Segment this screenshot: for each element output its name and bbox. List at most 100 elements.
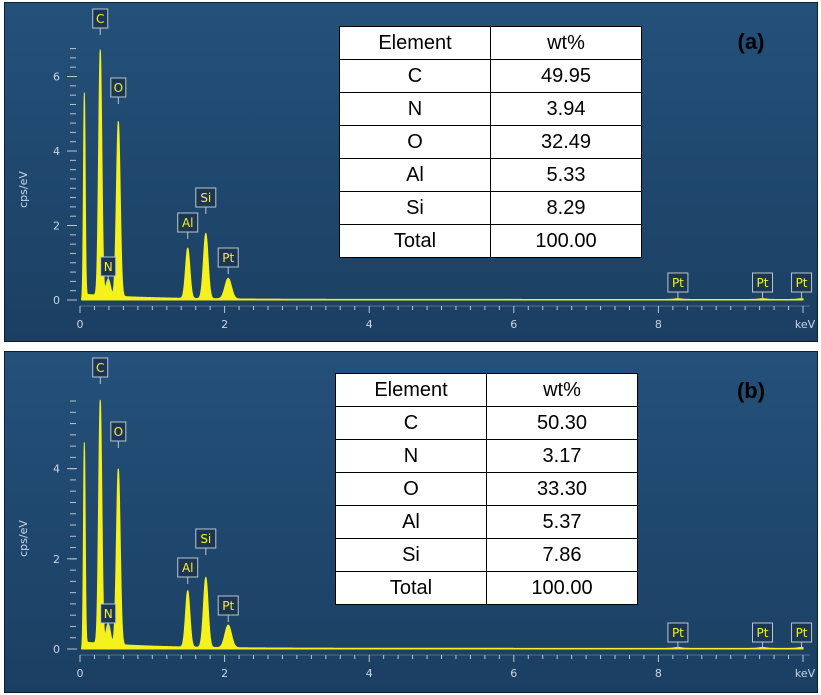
table-row: O 33.30 [335, 472, 638, 506]
spectrum-panel-b: cps/eV 0 2 4 0 2 4 6 8 keV C N O Al Si Pt Pt Pt Pt (b) Elem… [4, 351, 818, 693]
table-row: Si 7.86 [335, 538, 638, 572]
cell-total-label: Total [339, 224, 491, 258]
table-header-row: Element wt% [335, 373, 638, 407]
peak-label-text: Al [182, 216, 194, 230]
peak-label-box [667, 622, 689, 643]
spectrum-series [80, 49, 804, 301]
spectrum-panel-a: cps/eV 0 2 4 6 0 2 4 6 8 keV C N O Al Si Pt Pt Pt Pt (a) Ele… [4, 2, 818, 342]
cell-wt: 3.94 [490, 92, 642, 126]
peak-label-pt: Pt [752, 622, 774, 649]
peak-label-text: Pt [222, 251, 234, 265]
table-row: Si 8.29 [339, 191, 642, 225]
peak-label-pt: Pt [791, 622, 813, 649]
peak-label-pt: Pt [217, 247, 239, 274]
x-tick-label: 4 [366, 667, 373, 680]
peak-label-text: N [104, 607, 113, 621]
cell-wt: 5.33 [490, 158, 642, 192]
cell-wt: 32.49 [490, 125, 642, 159]
cell-element: Si [339, 191, 491, 225]
composition-table-b: Element wt% C 50.30 N 3.17 O 33.30 Al 5.… [335, 373, 638, 605]
peak-label-text: O [114, 425, 123, 439]
cell-total-value: 100.00 [490, 224, 642, 258]
cell-element: Al [335, 505, 487, 539]
peak-label-box [177, 557, 199, 578]
table-total-row: Total 100.00 [339, 224, 642, 258]
table-total-row: Total 100.00 [335, 571, 638, 605]
cell-total-label: Total [335, 571, 487, 605]
x-unit-label: keV [795, 667, 816, 680]
peak-label-box [217, 595, 239, 616]
peak-label-n: N [100, 603, 117, 630]
y-tick-label: 0 [53, 643, 60, 656]
x-tick-label: 8 [655, 667, 662, 680]
peak-label-text: Pt [222, 599, 234, 613]
composition-table-a: Element wt% C 49.95 N 3.94 O 32.49 Al 5.… [339, 26, 642, 258]
panel-tag-label: (a) [738, 29, 765, 54]
table-row: C 49.95 [339, 59, 642, 93]
peak-label-c: C [92, 8, 109, 35]
peak-label-text: Pt [672, 626, 684, 640]
peak-label-pt: Pt [667, 272, 689, 299]
peak-label-text: Pt [757, 626, 769, 640]
peak-label-text: Pt [757, 276, 769, 290]
peak-label-text: Pt [796, 626, 808, 640]
table-row: C 50.30 [335, 406, 638, 440]
cell-element: Si [335, 538, 487, 572]
cell-element: C [335, 406, 487, 440]
cell-element: O [339, 125, 491, 159]
peak-label-text: C [96, 12, 104, 26]
y-tick-label: 4 [53, 463, 60, 476]
cell-wt: 50.30 [486, 406, 638, 440]
peak-label-pt: Pt [667, 622, 689, 649]
peak-label-c: C [92, 357, 109, 384]
peak-label-pt: Pt [217, 595, 239, 622]
peak-label-o: O [110, 421, 127, 448]
peak-label-box [92, 8, 109, 29]
x-tick-label: 0 [77, 318, 84, 331]
peak-label-box [195, 528, 217, 549]
peak-label-box [791, 622, 813, 643]
table-row: N 3.17 [335, 439, 638, 473]
cell-wt: 3.17 [486, 439, 638, 473]
cell-wt: 49.95 [490, 59, 642, 93]
peak-label-box [667, 272, 689, 293]
header-wt: wt% [486, 373, 638, 407]
x-tick-label: 8 [655, 318, 662, 331]
header-wt: wt% [490, 26, 642, 60]
table-row: Al 5.37 [335, 505, 638, 539]
y-axis-label: cps/eV [17, 171, 30, 208]
peak-label-text: Si [200, 191, 211, 205]
cell-wt: 8.29 [490, 191, 642, 225]
cell-element: N [339, 92, 491, 126]
peak-label-si: Si [195, 528, 217, 555]
peak-label-pt: Pt [791, 272, 813, 299]
peak-label-n: N [100, 256, 117, 283]
x-tick-label: 2 [221, 667, 228, 680]
x-tick-label: 0 [77, 667, 84, 680]
peak-label-text: C [96, 361, 104, 375]
peak-label-text: Si [200, 532, 211, 546]
x-tick-label: 4 [366, 318, 373, 331]
x-tick-label: 2 [221, 318, 228, 331]
peak-label-box [100, 256, 117, 277]
peak-label-box [217, 247, 239, 268]
cell-wt: 7.86 [486, 538, 638, 572]
peak-label-text: N [104, 260, 113, 274]
peak-label-al: Al [177, 557, 199, 584]
cell-element: Al [339, 158, 491, 192]
panel-tag-label: (b) [737, 378, 765, 403]
cell-wt: 5.37 [486, 505, 638, 539]
peak-label-box [177, 212, 199, 233]
cell-element: N [335, 439, 487, 473]
peak-label-pt: Pt [752, 272, 774, 299]
peak-label-box [110, 77, 127, 98]
peak-label-text: Pt [672, 276, 684, 290]
peak-label-box [752, 272, 774, 293]
peak-label-box [195, 187, 217, 208]
header-element: Element [335, 373, 487, 407]
peak-label-text: O [114, 81, 123, 95]
y-tick-label: 6 [53, 71, 60, 84]
peak-label-box [752, 622, 774, 643]
y-tick-label: 0 [53, 294, 60, 307]
